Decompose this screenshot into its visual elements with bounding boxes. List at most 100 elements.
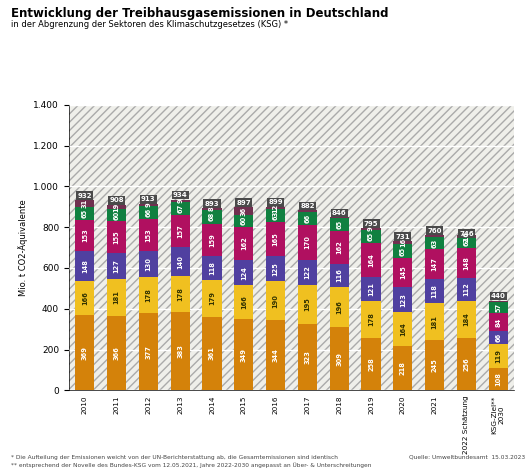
Bar [330,327,349,390]
Text: 377: 377 [145,345,152,359]
Text: 116: 116 [336,268,342,282]
Bar [234,215,253,227]
Text: 258: 258 [368,357,374,371]
Text: 162: 162 [241,237,247,250]
Bar [139,277,158,313]
Text: 181: 181 [113,290,120,304]
Text: 366: 366 [113,346,120,360]
Bar [457,235,476,238]
Text: 123: 123 [400,293,406,307]
Text: 66: 66 [495,333,501,342]
Bar [425,279,444,303]
Y-axis label: Mio. t CO2-Äquivalente: Mio. t CO2-Äquivalente [18,199,28,296]
Bar [361,337,381,390]
Text: -16: -16 [463,230,470,242]
Bar [457,248,476,278]
Text: 349: 349 [241,348,247,362]
Text: 65: 65 [400,247,406,256]
Text: 344: 344 [272,348,279,362]
Bar [107,209,126,221]
Text: 119: 119 [495,349,501,363]
Bar [266,222,285,256]
Text: 184: 184 [463,312,470,326]
Bar [75,220,94,251]
Text: 108: 108 [495,372,501,386]
Bar [75,207,94,220]
Text: 760: 760 [427,228,442,234]
Bar [393,241,412,245]
Text: 309: 309 [336,352,342,366]
Text: 12: 12 [272,204,279,213]
Text: 153: 153 [82,228,88,242]
Bar [107,316,126,390]
Bar [139,206,158,219]
Bar [330,230,349,264]
Text: 127: 127 [113,259,120,273]
Bar [266,209,285,222]
Bar [171,312,190,390]
Bar [171,200,190,202]
Text: 181: 181 [431,315,438,329]
Bar [330,288,349,327]
Bar [489,344,508,368]
Bar [234,208,253,215]
Bar [393,245,412,258]
Text: 148: 148 [463,256,470,269]
Bar [202,210,222,224]
Bar [298,285,317,325]
Text: 913: 913 [141,197,156,202]
Bar [489,368,508,390]
Text: 256: 256 [463,357,470,371]
Bar [139,313,158,390]
Text: 932: 932 [77,193,92,198]
Text: 112: 112 [463,282,470,296]
Text: 145: 145 [400,266,406,279]
Text: 148: 148 [82,259,88,273]
Bar [298,325,317,390]
Bar [457,300,476,338]
Text: 170: 170 [304,236,311,249]
Bar [298,260,317,285]
Bar [75,281,94,315]
Text: 746: 746 [459,230,474,237]
Text: 157: 157 [177,224,183,238]
Bar [234,260,253,285]
Bar [393,258,412,288]
Bar [298,212,317,225]
Text: 882: 882 [300,203,315,209]
Bar [361,230,381,243]
Text: 893: 893 [205,200,219,207]
Bar [139,219,158,250]
Text: 440: 440 [491,293,506,299]
Bar [75,200,94,207]
Text: 130: 130 [145,257,152,271]
Legend: Energiewirtschaft, Industrie, Gebäude, Verkehr, Landwirtschaft, Abfallwirtschaft: Energiewirtschaft, Industrie, Gebäude, V… [99,474,484,476]
Text: 899: 899 [268,199,283,205]
Text: 245: 245 [431,358,438,372]
Text: 65: 65 [368,232,374,241]
Text: ** entsprechend der Novelle des Bundes-KSG vom 12.05.2021, Jahre 2022-2030 angep: ** entsprechend der Novelle des Bundes-K… [11,463,371,468]
Text: Quelle: Umweltbundesamt  15.03.2023: Quelle: Umweltbundesamt 15.03.2023 [409,455,525,460]
Bar [393,312,412,346]
Text: 166: 166 [241,295,247,309]
Text: 383: 383 [177,344,183,358]
Bar [202,256,222,280]
Text: 118: 118 [209,261,215,275]
Text: 908: 908 [109,198,124,203]
Bar [393,288,412,312]
Text: 121: 121 [368,282,374,296]
Text: 164: 164 [400,322,406,336]
Text: 57: 57 [495,303,501,312]
Text: 9: 9 [368,227,374,231]
Text: 846: 846 [332,210,347,216]
Bar [298,210,317,212]
Bar [107,279,126,316]
Bar [425,249,444,279]
Text: 124: 124 [241,266,247,279]
Bar [234,227,253,260]
Text: 118: 118 [431,285,438,298]
Text: 65: 65 [82,208,88,218]
Bar [107,221,126,253]
Bar [361,228,381,230]
Bar [171,248,190,276]
